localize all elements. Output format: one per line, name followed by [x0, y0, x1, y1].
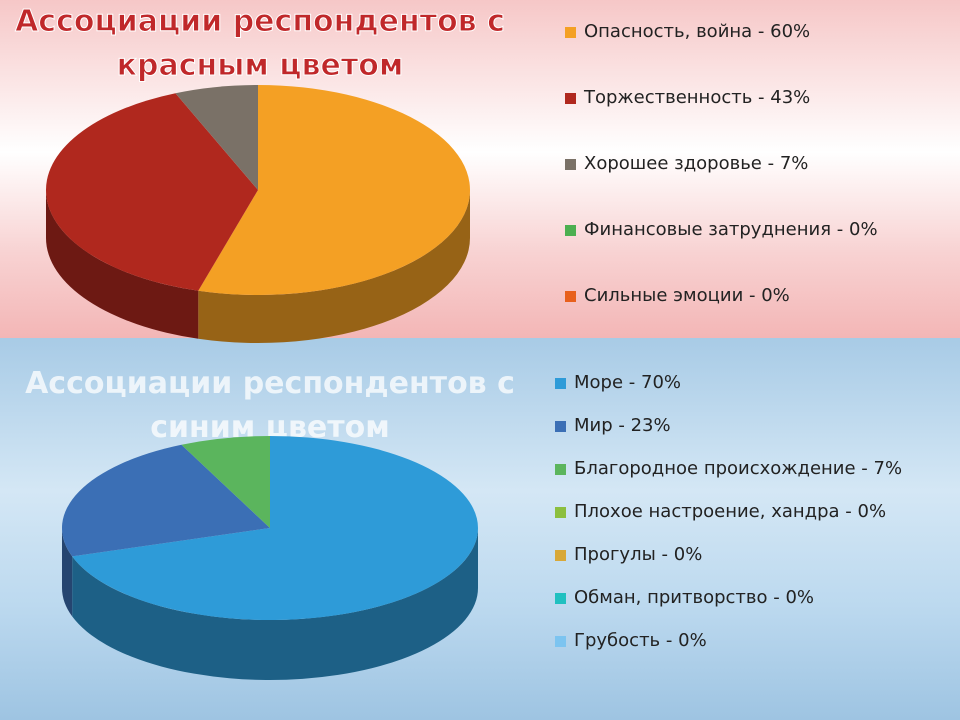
legend-item: Сильные эмоции - 0%: [565, 285, 955, 306]
legend-text: Сильные эмоции - 0%: [584, 285, 790, 306]
value-label: 7%: [873, 458, 903, 479]
value-label: 0%: [673, 544, 703, 565]
title-box: Ассоциации респондентов с красным цветом: [15, 4, 506, 84]
legend-swatch: [555, 507, 566, 518]
legend-label: Финансовые затруднения -: [584, 219, 844, 240]
legend-label: Сильные эмоции -: [584, 285, 756, 306]
legend-item: Обман, притворство - 0%: [555, 587, 935, 608]
legend-text: Мир - 23%: [574, 415, 671, 436]
legend: Море - 70% Мир - 23% Благородное происхожд…: [555, 372, 935, 651]
slice: [181, 436, 270, 528]
legend-swatch: [555, 593, 566, 604]
legend-text: Торжественность - 43%: [584, 87, 810, 108]
value-label: 7%: [779, 153, 809, 174]
value-label: 0%: [849, 219, 878, 240]
legend-swatch: [555, 464, 566, 475]
value-label: 23%: [630, 415, 671, 436]
legend-item: Море - 70%: [555, 372, 935, 393]
legend-text: Море - 70%: [574, 372, 681, 393]
legend-item: Мир - 23%: [555, 415, 935, 436]
value-label: 0%: [785, 587, 815, 608]
legend-text: Обман, притворство - 0%: [574, 587, 814, 608]
legend-swatch: [565, 159, 576, 170]
legend-text: Плохое настроение, хандра - 0%: [574, 501, 886, 522]
legend-item: Хорошее здоровье - 7%: [565, 153, 955, 174]
slice: [61, 444, 270, 557]
legend-item: Финансовые затруднения - 0%: [565, 219, 955, 240]
chart-title: Ассоциации респондентов с красным цветом: [15, 4, 506, 84]
legend-item: Благородное происхождение - 7%: [555, 458, 935, 479]
legend-item: Плохое настроение, хандра - 0%: [555, 501, 935, 522]
legend-swatch: [555, 636, 566, 647]
legend-label: Плохое настроение, хандра -: [574, 501, 852, 522]
title-box: Ассоциации респондентов с синим цветом: [25, 366, 515, 445]
legend-item: Опасность, война - 60%: [565, 21, 955, 42]
legend-swatch: [555, 378, 566, 389]
legend-text: Опасность, война - 60%: [584, 21, 810, 42]
slice-side: [46, 190, 199, 339]
legend-swatch: [565, 93, 576, 104]
value-label: 0%: [761, 285, 790, 306]
legend: Опасность, война - 60% Торжественность - …: [565, 21, 955, 306]
legend-swatch: [555, 550, 566, 561]
value-label: 60%: [770, 21, 811, 42]
legend-text: Хорошее здоровье - 7%: [584, 153, 808, 174]
legend-text: Благородное происхождение - 7%: [574, 458, 902, 479]
value-label: 70%: [641, 372, 682, 393]
legend-label: Благородное происхождение -: [574, 458, 868, 479]
value-label: 0%: [678, 630, 707, 651]
legend-label: Грубость -: [574, 630, 673, 651]
legend-label: Мир -: [574, 415, 625, 436]
legend-label: Обман, притворство -: [574, 587, 780, 608]
slice: [198, 85, 470, 295]
slice-side: [72, 528, 479, 681]
legend-swatch: [565, 291, 576, 302]
legend-label: Опасность, война -: [584, 21, 765, 42]
slice-side: [198, 190, 470, 343]
legend-text: Финансовые затруднения - 0%: [584, 219, 878, 240]
value-label: 43%: [770, 87, 811, 108]
legend-text: Грубость - 0%: [574, 630, 707, 651]
legend-label: Торжественность -: [584, 87, 765, 108]
legend-label: Прогулы -: [574, 544, 669, 565]
legend-label: Хорошее здоровье -: [584, 153, 775, 174]
slice: [72, 436, 479, 620]
legend-text: Прогулы - 0%: [574, 544, 702, 565]
slice: [45, 93, 258, 291]
legend-item: Торжественность - 43%: [565, 87, 955, 108]
legend-item: Грубость - 0%: [555, 630, 935, 651]
legend-swatch: [565, 225, 576, 236]
legend-label: Море -: [574, 372, 636, 393]
legend-swatch: [555, 421, 566, 432]
chart-title: Ассоциации респондентов с синим цветом: [25, 366, 515, 445]
slice: [175, 85, 258, 190]
slice-side: [62, 528, 73, 617]
legend-item: Прогулы - 0%: [555, 544, 935, 565]
legend-swatch: [565, 27, 576, 38]
value-label: 0%: [857, 501, 887, 522]
